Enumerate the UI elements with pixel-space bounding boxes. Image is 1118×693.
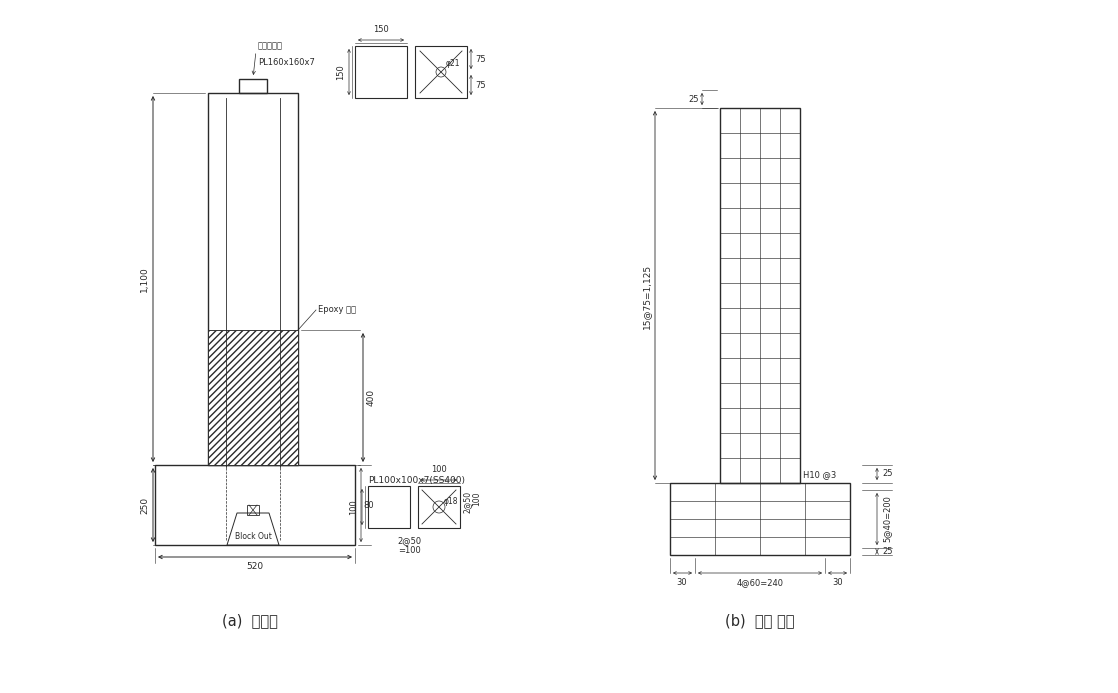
- Text: 75: 75: [475, 55, 485, 64]
- Text: 25: 25: [882, 547, 892, 556]
- Text: 75: 75: [475, 80, 485, 89]
- Text: 150: 150: [337, 64, 345, 80]
- Bar: [368, 486, 410, 528]
- Text: (a)  일반도: (a) 일반도: [222, 613, 278, 629]
- Bar: [208, 330, 299, 465]
- Text: H10 @3: H10 @3: [803, 470, 836, 479]
- Text: (b)  철근 상세: (b) 철근 상세: [726, 613, 795, 629]
- Text: PL100x100x7(SS400): PL100x100x7(SS400): [368, 475, 465, 484]
- Text: 150: 150: [373, 25, 389, 34]
- Bar: [155, 465, 356, 545]
- Text: 30: 30: [833, 578, 843, 587]
- Text: 250: 250: [140, 496, 149, 514]
- Bar: [418, 486, 459, 528]
- Text: 25: 25: [689, 94, 699, 103]
- Text: φ21: φ21: [446, 60, 461, 69]
- Text: =100: =100: [398, 546, 420, 555]
- Text: 400: 400: [367, 389, 376, 406]
- Bar: [208, 93, 299, 465]
- Text: 15@75=1,125: 15@75=1,125: [642, 263, 651, 328]
- Text: Block Out: Block Out: [235, 532, 272, 541]
- Bar: [720, 108, 800, 483]
- Text: 2@50: 2@50: [397, 536, 421, 545]
- Text: 100: 100: [472, 491, 481, 505]
- Text: 유노즐하구: 유노즐하구: [258, 41, 283, 50]
- Text: 2@50: 2@50: [463, 491, 472, 513]
- Bar: [356, 46, 407, 98]
- Text: φ18: φ18: [444, 498, 458, 507]
- Text: 80: 80: [363, 500, 373, 509]
- Text: 520: 520: [246, 562, 264, 571]
- Text: PL160x160x7: PL160x160x7: [258, 58, 315, 67]
- Text: 100: 100: [432, 465, 447, 474]
- Text: 100: 100: [349, 499, 358, 515]
- Bar: [415, 46, 467, 98]
- Bar: [208, 330, 299, 465]
- Text: 5@40=200: 5@40=200: [882, 495, 891, 543]
- Text: 25: 25: [882, 469, 892, 478]
- Text: 1,100: 1,100: [140, 266, 149, 292]
- Bar: [670, 483, 850, 555]
- Bar: [239, 79, 267, 93]
- Bar: [247, 505, 259, 515]
- Polygon shape: [227, 513, 280, 545]
- Text: Epoxy 도포: Epoxy 도포: [318, 306, 357, 315]
- Text: 4@60=240: 4@60=240: [737, 578, 784, 587]
- Text: 30: 30: [676, 578, 688, 587]
